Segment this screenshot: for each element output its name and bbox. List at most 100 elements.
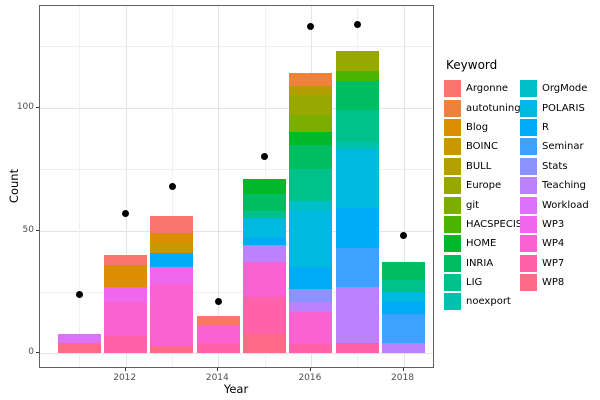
x-axis-title: Year bbox=[223, 382, 249, 396]
legend-item-label: POLARIS bbox=[542, 102, 585, 114]
legend-item-label: HOME bbox=[466, 238, 497, 250]
y-tick-mark bbox=[36, 106, 39, 108]
legend-item-label: OrgMode bbox=[542, 83, 588, 95]
bar-segment-lig bbox=[335, 110, 379, 143]
data-point bbox=[261, 153, 269, 161]
legend-item-label: LIG bbox=[466, 277, 483, 289]
legend-key-swatch bbox=[520, 99, 537, 117]
bar-segment-europe bbox=[289, 95, 333, 116]
bar-segment-wp7 bbox=[196, 343, 240, 354]
legend-item-autotuning: autotuning bbox=[444, 98, 521, 117]
legend-item-hacspecis: HACSPECIS bbox=[444, 215, 523, 234]
stacked-bar-2017 bbox=[335, 51, 379, 354]
bar-segment-wp7 bbox=[289, 343, 333, 354]
bar-segment-orgmode bbox=[289, 201, 333, 211]
legend-item-wp3: WP3 bbox=[520, 215, 596, 234]
bar-segment-git bbox=[289, 115, 333, 133]
legend-item-home: HOME bbox=[444, 234, 520, 253]
bar-segment-wp7 bbox=[104, 336, 148, 354]
bar-segment-argonne bbox=[104, 255, 148, 265]
y-tick-label: 50 bbox=[22, 224, 34, 235]
legend-item-label: INRIA bbox=[466, 257, 494, 269]
legend-key-swatch bbox=[520, 157, 537, 175]
bar-segment-polaris bbox=[335, 149, 379, 209]
data-point bbox=[307, 23, 315, 31]
legend-item-label: BULL bbox=[466, 160, 492, 172]
data-point bbox=[353, 20, 361, 28]
x-tick-mark bbox=[309, 368, 311, 371]
legend-item-polaris: POLARIS bbox=[520, 98, 596, 117]
bar-segment-wp4 bbox=[196, 326, 240, 344]
stacked-bar-2016 bbox=[289, 73, 333, 354]
x-tick-label: 2012 bbox=[113, 373, 137, 383]
y-tick-mark bbox=[36, 229, 39, 231]
x-major-gridline bbox=[125, 6, 127, 367]
legend-item-wp7: WP7 bbox=[520, 254, 596, 273]
bar-segment-lig bbox=[289, 169, 333, 202]
bar-segment-polaris bbox=[382, 291, 426, 302]
plot-panel bbox=[39, 5, 434, 368]
bar-segment-inria bbox=[243, 193, 287, 211]
legend-item-seminar: Seminar bbox=[520, 137, 596, 156]
data-point bbox=[122, 209, 130, 217]
legend-item-label: HACSPECIS bbox=[466, 218, 523, 230]
bar-segment-lig bbox=[243, 210, 287, 219]
legend-key-swatch bbox=[520, 177, 537, 195]
bar-segment-bull bbox=[289, 85, 333, 96]
bar-segment-seminar bbox=[335, 247, 379, 287]
bar-segment-seminar bbox=[382, 313, 426, 344]
legend-item-label: Argonne bbox=[466, 83, 509, 95]
legend-key-swatch bbox=[520, 138, 537, 156]
legend-key-swatch bbox=[444, 80, 461, 98]
legend-item-label: Stats bbox=[542, 160, 568, 172]
legend-items: Argonne autotuning Blog BOINC BULL Europe git H… bbox=[444, 79, 596, 312]
legend-key-swatch bbox=[444, 138, 461, 156]
legend-item-label: Teaching bbox=[542, 180, 586, 192]
legend-item-label: git bbox=[466, 199, 480, 211]
legend-key-swatch bbox=[520, 215, 537, 233]
y-major-gridline bbox=[40, 230, 433, 232]
bar-segment-wp7 bbox=[335, 343, 379, 354]
bar-segment-europe bbox=[335, 51, 379, 71]
legend-item-label: Blog bbox=[466, 121, 489, 133]
legend-item-orgmode: OrgMode bbox=[520, 79, 596, 98]
bar-segment-polaris bbox=[289, 210, 333, 268]
legend-item-label: WP3 bbox=[542, 218, 565, 230]
legend-item-workload: Workload bbox=[520, 195, 596, 214]
bar-segment-r bbox=[382, 301, 426, 314]
bar-segment-wp8 bbox=[243, 333, 287, 354]
legend-item-label: Workload bbox=[542, 199, 589, 211]
legend-item-teaching: Teaching bbox=[520, 176, 596, 195]
bar-segment-wp3 bbox=[150, 267, 194, 285]
bar-segment-wp7 bbox=[243, 296, 287, 334]
bar-segment-teaching bbox=[335, 286, 379, 344]
y-major-gridline bbox=[40, 107, 433, 109]
legend-item-bull: BULL bbox=[444, 157, 520, 176]
legend-item-label: WP7 bbox=[542, 257, 565, 269]
bar-segment-wp8 bbox=[57, 343, 101, 354]
x-major-gridline bbox=[218, 6, 220, 367]
bar-segment-argonne bbox=[150, 215, 194, 233]
bar-segment-boinc bbox=[150, 242, 194, 253]
legend-key-swatch bbox=[444, 99, 461, 117]
legend-key-swatch bbox=[444, 293, 461, 311]
legend-item-argonne: Argonne bbox=[444, 79, 520, 98]
data-point bbox=[75, 290, 83, 298]
stacked-bar-2018 bbox=[382, 262, 426, 354]
bar-segment-hacspecis bbox=[335, 70, 379, 81]
legend-item-label: WP4 bbox=[542, 238, 565, 250]
legend-key-swatch bbox=[444, 215, 461, 233]
y-tick-label: 0 bbox=[28, 347, 34, 358]
bar-segment-wp4 bbox=[150, 284, 194, 346]
bar-segment-blog bbox=[150, 232, 194, 243]
stacked-bar-2011 bbox=[57, 333, 101, 354]
y-minor-gridline bbox=[40, 46, 433, 48]
y-minor-gridline bbox=[40, 169, 433, 171]
bar-segment-noexport bbox=[335, 142, 379, 150]
legend-key-swatch bbox=[444, 177, 461, 195]
bar-segment-autotuning bbox=[289, 73, 333, 86]
bar-segment-blog bbox=[104, 264, 148, 287]
bar-segment-workload bbox=[57, 333, 101, 344]
bar-segment-lig bbox=[382, 279, 426, 292]
legend-key-swatch bbox=[520, 80, 537, 98]
